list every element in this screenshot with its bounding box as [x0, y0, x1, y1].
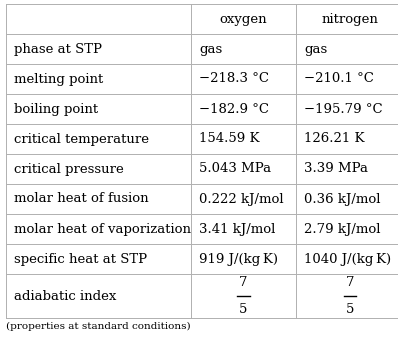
Text: phase at STP: phase at STP: [14, 43, 102, 55]
Text: 0.222 kJ/mol: 0.222 kJ/mol: [199, 193, 284, 206]
Text: −210.1 °C: −210.1 °C: [304, 72, 374, 86]
Text: −195.79 °C: −195.79 °C: [304, 103, 382, 115]
Text: 3.41 kJ/mol: 3.41 kJ/mol: [199, 222, 275, 236]
Text: −218.3 °C: −218.3 °C: [199, 72, 269, 86]
Text: (properties at standard conditions): (properties at standard conditions): [6, 322, 191, 331]
Text: molar heat of vaporization: molar heat of vaporization: [14, 222, 191, 236]
Text: gas: gas: [304, 43, 327, 55]
Text: 5: 5: [239, 303, 248, 316]
Text: 154.59 K: 154.59 K: [199, 132, 259, 146]
Text: gas: gas: [199, 43, 222, 55]
Text: 3.39 MPa: 3.39 MPa: [304, 162, 368, 175]
Text: boiling point: boiling point: [14, 103, 98, 115]
Text: 126.21 K: 126.21 K: [304, 132, 365, 146]
Text: nitrogen: nitrogen: [322, 12, 378, 25]
Text: 5.043 MPa: 5.043 MPa: [199, 162, 271, 175]
Text: melting point: melting point: [14, 72, 103, 86]
Text: oxygen: oxygen: [220, 12, 267, 25]
Text: 919 J/(kg K): 919 J/(kg K): [199, 253, 278, 265]
Text: adiabatic index: adiabatic index: [14, 289, 116, 302]
Text: 5: 5: [346, 303, 354, 316]
Text: −182.9 °C: −182.9 °C: [199, 103, 269, 115]
Text: critical temperature: critical temperature: [14, 132, 149, 146]
Text: 0.36 kJ/mol: 0.36 kJ/mol: [304, 193, 380, 206]
Text: 1040 J/(kg K): 1040 J/(kg K): [304, 253, 391, 265]
Text: 7: 7: [239, 276, 248, 289]
Text: 2.79 kJ/mol: 2.79 kJ/mol: [304, 222, 380, 236]
Text: 7: 7: [346, 276, 354, 289]
Text: molar heat of fusion: molar heat of fusion: [14, 193, 148, 206]
Text: specific heat at STP: specific heat at STP: [14, 253, 147, 265]
Text: critical pressure: critical pressure: [14, 162, 124, 175]
